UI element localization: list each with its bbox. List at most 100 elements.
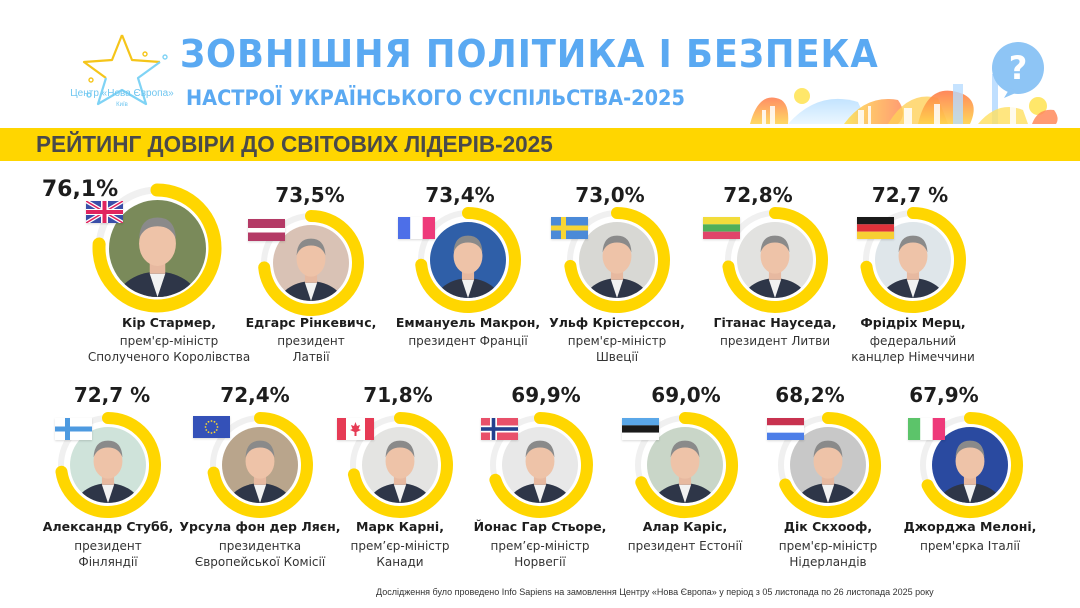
trust-donut [778,412,881,518]
sweden-flag-icon [551,217,588,239]
leader-photo [737,222,813,298]
logo-text: Центр «Нова Європа» [70,88,174,99]
leader-name: Едгарс Рінкевичс, [245,315,377,330]
netherlands-flag-icon [767,418,804,440]
donut-value-arc [921,412,1023,518]
leader-name: Ульф Крістерссон, [549,315,685,330]
leader-role: Європейської Комісії [194,555,326,569]
trust-donut [564,207,670,313]
trust-percentage: 72,8% [723,183,793,207]
trust-percentage: 69,0% [651,383,721,407]
trust-percentage: 76,1% [41,177,119,202]
leader-role: Нідерландів [789,555,867,569]
leader-role: Сполученого Королівства [87,350,251,364]
leader-photo [647,427,723,503]
leader-role: президент [277,334,345,348]
leader-role: Фінляндії [78,555,138,569]
leader-name: Марк Карні, [356,519,444,534]
trust-percentage: 73,4% [425,183,495,207]
lithuania-flag-icon [703,217,740,239]
leader-name: Дік Скхооф, [783,519,873,534]
leader-role: прем’єр-міністр [490,539,590,553]
trust-donut [860,207,966,313]
donut-value-arc [722,207,828,313]
leader-name: Урсула фон дер Ляєн, [179,519,341,534]
estonia-flag-icon [622,418,659,440]
donut-value-arc [258,210,364,316]
trust-donut [920,412,1023,518]
trust-percentage: 68,2% [775,383,845,407]
leader-name: Гітанас Науседа, [713,315,837,330]
leader-role: прем’єр-міністр [350,539,450,553]
question-bubble-icon [992,42,1044,94]
leader-role: Швеції [595,350,639,364]
trust-percentage: 71,8% [363,383,433,407]
donut-value-arc [564,207,670,313]
trust-percentage: 69,9% [511,383,581,407]
leader-name: Фрідріх Мерц, [860,315,966,330]
section-banner [0,128,1080,161]
trust-percentage: 73,0% [575,183,645,207]
trust-percentage: 72,7 % [871,183,949,207]
trust-donut [207,412,313,518]
donut-value-arc [55,412,161,518]
leader-role: канцлер Німеччини [851,350,975,364]
leader-name: Кір Стармер, [122,315,216,330]
leader-role: федеральний [869,334,957,348]
trust-donut [635,412,738,518]
leader-photo [222,427,298,503]
nova-europa-star-logo-icon [82,34,168,106]
section-title: РЕЙТИНГ ДОВІРИ ДО СВІТОВИХ ЛІДЕРІВ-2025 [36,131,553,157]
trust-percentage: 72,7 % [73,383,151,407]
leader-photo [108,199,206,297]
donut-value-arc [347,412,453,518]
leader-role: Латвії [292,350,330,364]
donut-value-arc [779,412,881,518]
leader-photo [273,225,349,301]
latvia-flag-icon [248,219,285,241]
leader-role: прем'єр-міністр [119,334,219,348]
france-flag-icon [398,217,435,239]
donut-value-arc [635,412,738,518]
donut-value-arc [860,207,966,313]
germany-flag-icon [857,217,894,239]
question-mark-icon: ? [1009,49,1028,87]
finland-flag-icon [55,418,92,440]
leader-role: прем'єр-міністр [567,334,667,348]
donut-value-arc [489,412,593,518]
trust-donut [489,412,593,518]
eu-flag-icon [193,416,230,438]
leader-photo [875,222,951,298]
trust-donut [92,183,222,313]
donut-value-arc [207,412,313,518]
leader-role: президент Литви [719,334,831,348]
norway-flag-icon [481,418,518,440]
trust-percentage: 73,5% [275,183,345,207]
donut-value-arc [415,207,521,313]
trust-percentage: 72,4% [220,383,290,407]
city-skyline-illustration: ? [750,42,1058,124]
uk-flag-icon [84,199,125,225]
leader-name: Йонас Гар Стьоре, [473,519,607,534]
leader-photo [579,222,655,298]
leader-name: Алар Каріс, [642,519,728,534]
leader-photo [932,427,1008,503]
leader-name: Александр Стубб, [42,519,174,534]
leader-photo [430,222,506,298]
trust-donut [722,207,828,313]
donut-value-arc [92,183,222,313]
sub-title: НАСТРОЇ УКРАЇНСЬКОГО СУСПІЛЬСТВА-2025 [186,86,685,110]
trust-percentage: 67,9% [909,383,979,407]
leader-role: Канади [376,555,424,569]
trust-donut [415,207,521,313]
leader-name: Еммануель Макрон, [395,315,541,330]
leader-role: прем'єр-міністр [778,539,878,553]
trust-donut [347,412,453,518]
leader-name: Джорджа Мелоні, [903,519,1037,534]
leader-role: президент Естонії [627,539,743,553]
logo-city: Київ [116,102,128,108]
trust-donut [55,412,161,518]
leader-role: президентка [218,539,302,553]
leader-role: Норвегії [514,555,566,569]
